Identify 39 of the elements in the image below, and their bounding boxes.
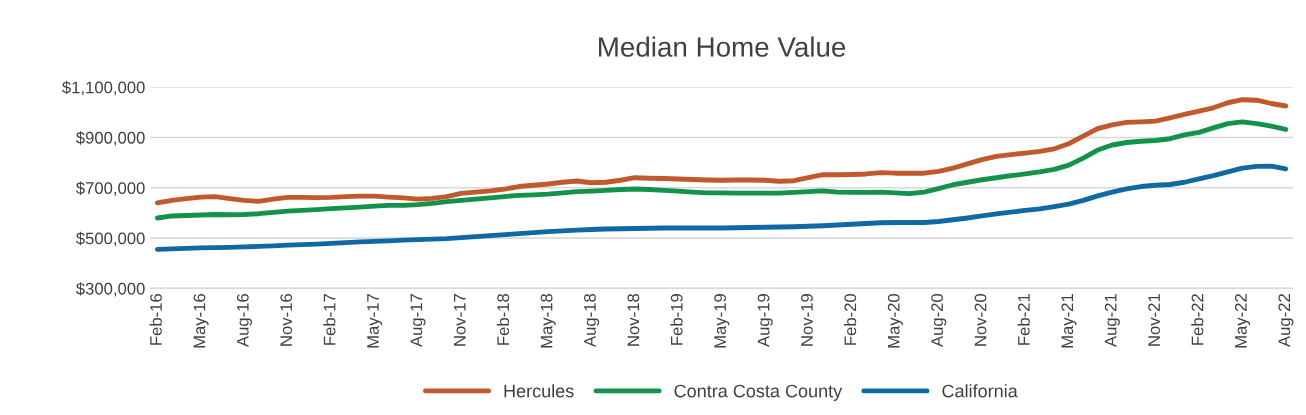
x-tick-label: Aug-19	[757, 294, 773, 347]
x-tick-label: May-22	[1234, 294, 1251, 348]
x-tick-label: Nov-20	[974, 293, 987, 346]
legend-label: Hercules	[504, 384, 574, 398]
line-series	[154, 163, 1289, 252]
legend-label: California	[942, 384, 1018, 398]
x-tick-label: May-18	[540, 294, 556, 348]
x-tick-label: May-19	[714, 294, 730, 348]
x-tick-label: Nov-16	[280, 294, 293, 346]
x-tick-label: May-17	[367, 294, 383, 348]
line-series	[154, 119, 1289, 221]
x-tick-label: Feb-21	[1017, 294, 1030, 345]
x-tick-label: May-16	[193, 294, 209, 348]
x-tick-label: Aug-18	[584, 294, 600, 347]
chart-title: Median Home Value	[599, 36, 846, 57]
y-tick-label: $700,000	[76, 181, 145, 196]
x-tick-label: Feb-18	[496, 294, 510, 345]
x-tick-label: Aug-16	[236, 294, 252, 347]
x-tick-label: Feb-17	[323, 294, 336, 345]
x-tick-label: Aug-21	[1104, 294, 1120, 347]
x-tick-label: Feb-16	[149, 294, 162, 345]
x-tick-label: Aug-20	[931, 293, 947, 347]
x-tick-label: May-21	[1061, 294, 1077, 348]
x-tick-label: Nov-18	[627, 294, 640, 346]
x-tick-label: Nov-21	[1148, 294, 1160, 346]
x-tick-label: Nov-19	[801, 294, 813, 346]
line-series	[154, 97, 1289, 206]
x-tick-label: Feb-20	[843, 293, 857, 345]
x-tick-label: May-20	[887, 293, 903, 348]
y-tick-label: $1,100,000	[62, 80, 145, 96]
y-tick-label: $900,000	[76, 131, 145, 146]
y-tick-label: $300,000	[76, 282, 145, 297]
x-tick-label: Feb-19	[670, 294, 683, 345]
x-tick-label: Feb-22	[1191, 294, 1204, 345]
legend-label: Contra Costa County	[674, 384, 843, 401]
x-tick-label: Nov-17	[454, 294, 466, 346]
x-tick-label: Aug-17	[410, 294, 426, 347]
x-tick-label: Aug-22	[1278, 294, 1294, 347]
y-tick-label: $500,000	[76, 231, 145, 247]
